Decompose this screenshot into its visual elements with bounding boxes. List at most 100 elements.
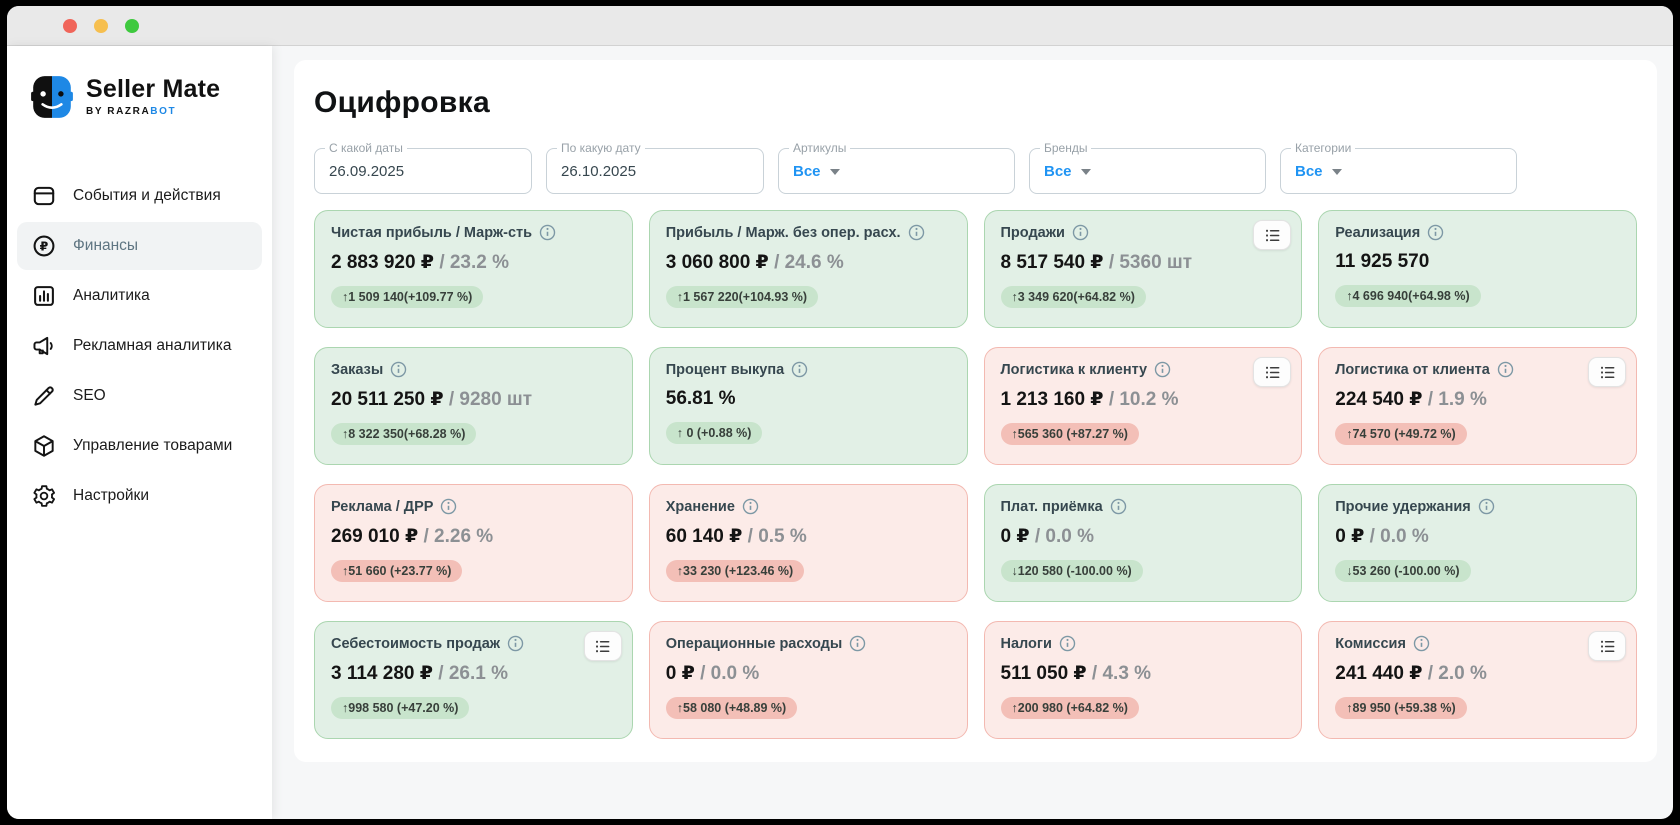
sidebar-item-ad-analytics[interactable]: Рекламная аналитика <box>17 322 262 370</box>
info-icon[interactable] <box>507 635 524 652</box>
metric-secondary-value: / 1.9 % <box>1427 389 1487 410</box>
metric-title: Процент выкупа <box>665 361 785 378</box>
filter-categories[interactable]: Категории Все <box>1280 141 1517 194</box>
metric-card-realization: Реализация 11 925 570 ↑4 696 940(+64.98 … <box>1318 210 1637 328</box>
metric-primary-value: 3 114 280 ₽ <box>331 663 433 684</box>
info-icon[interactable] <box>539 224 556 241</box>
info-icon[interactable] <box>1413 635 1430 652</box>
metric-secondary-value: / 2.26 % <box>423 526 494 547</box>
filters-row: С какой даты 26.09.2025 По какую дату 26… <box>314 141 1637 194</box>
metric-card-profit-no-opex: Прибыль / Марж. без опер. расх. 3 060 80… <box>648 210 968 328</box>
change-badge: ↑8 322 350(+68.28 %) <box>331 423 477 445</box>
sidebar-item-label: Настройки <box>73 487 150 504</box>
metric-secondary-value: / 10.2 % <box>1108 389 1179 410</box>
details-list-button[interactable] <box>1253 220 1292 250</box>
metric-primary-value: 0 ₽ <box>1000 526 1030 547</box>
filter-label: Артикулы <box>789 141 851 155</box>
info-icon[interactable] <box>440 498 457 515</box>
info-icon[interactable] <box>849 635 866 652</box>
change-badge: ↑58 080 (+48.89 %) <box>665 697 798 719</box>
filter-brands[interactable]: Бренды Все <box>1029 141 1266 194</box>
info-icon[interactable] <box>390 361 407 378</box>
sidebar-item-label: SEO <box>73 387 106 404</box>
sidebar-item-label: События и действия <box>73 187 221 204</box>
info-icon[interactable] <box>791 361 808 378</box>
sidebar-item-label: Аналитика <box>73 287 150 304</box>
info-icon[interactable] <box>1154 361 1171 378</box>
metric-values: 20 511 250 ₽ / 9280 шт <box>331 388 616 411</box>
seller-mate-logo-icon <box>29 74 75 120</box>
metric-card-net-profit: Чистая прибыль / Марж-сть 2 883 920 ₽ / … <box>314 210 633 328</box>
metric-card-sales: Продажи 8 517 540 ₽ / 5360 шт ↑3 349 620… <box>983 210 1303 328</box>
sidebar-item-seo[interactable]: SEO <box>17 372 262 420</box>
metric-values: 2 883 920 ₽ / 23.2 % <box>331 251 616 274</box>
filter-label: Бренды <box>1040 141 1092 155</box>
metric-card-other-deductions: Прочие удержания 0 ₽ / 0.0 % ↓53 260 (-1… <box>1318 484 1637 602</box>
metric-card-cogs: Себестоимость продаж 3 114 280 ₽ / 26.1 … <box>314 621 633 739</box>
details-list-button[interactable] <box>1253 357 1292 387</box>
metric-title: Плат. приёмка <box>1000 498 1103 515</box>
logo-subtitle: BY RAZRABOT <box>86 106 220 117</box>
change-badge: ↑ 0 (+0.88 %) <box>665 422 763 444</box>
metric-primary-value: 241 440 ₽ <box>1335 663 1423 684</box>
sidebar-item-events[interactable]: События и действия <box>17 172 262 220</box>
filter-date-to[interactable]: По какую дату 26.10.2025 <box>546 141 764 194</box>
metric-card-paid-acceptance: Плат. приёмка 0 ₽ / 0.0 % ↓120 580 (-100… <box>983 484 1303 602</box>
metric-title: Реализация <box>1335 224 1421 241</box>
sidebar-item-settings[interactable]: Настройки <box>17 472 262 520</box>
metric-primary-value: 3 060 800 ₽ <box>665 252 769 273</box>
metric-title: Логистика от клиента <box>1335 361 1490 378</box>
change-badge: ↓120 580 (-100.00 %) <box>1000 560 1143 582</box>
metric-secondary-value: / 0.0 % <box>700 663 760 684</box>
info-icon[interactable] <box>1059 635 1076 652</box>
logo-subtitle-by: BY RAZRA <box>86 106 151 117</box>
sidebar-item-analytics[interactable]: Аналитика <box>17 272 262 320</box>
pen-icon <box>31 383 57 409</box>
filter-value: Все <box>793 162 821 180</box>
info-icon[interactable] <box>1497 361 1514 378</box>
logo: Seller Mate BY RAZRABOT <box>7 62 272 154</box>
metrics-grid: Чистая прибыль / Марж-сть 2 883 920 ₽ / … <box>314 210 1637 739</box>
sidebar-item-finances[interactable]: Финансы <box>17 222 262 270</box>
metric-secondary-value: / 0.0 % <box>1034 526 1095 547</box>
minimize-window-button[interactable] <box>94 18 108 33</box>
details-list-button[interactable] <box>1588 357 1626 387</box>
info-icon[interactable] <box>1427 224 1444 241</box>
change-badge: ↓53 260 (-100.00 %) <box>1335 560 1471 582</box>
metric-title: Продажи <box>1000 224 1065 241</box>
metric-card-storage: Хранение 60 140 ₽ / 0.5 % ↑33 230 (+123.… <box>648 484 968 602</box>
metric-values: 60 140 ₽ / 0.5 % <box>666 525 951 548</box>
metric-secondary-value: / 23.2 % <box>439 252 510 273</box>
metric-card-logistics-to-client: Логистика к клиенту 1 213 160 ₽ / 10.2 %… <box>983 347 1303 465</box>
metric-title: Чистая прибыль / Марж-сть <box>331 224 533 241</box>
metric-secondary-value: / 4.3 % <box>1091 663 1152 684</box>
info-icon[interactable] <box>742 498 759 515</box>
metric-card-taxes: Налоги 511 050 ₽ / 4.3 % ↑200 980 (+64.8… <box>983 621 1303 739</box>
change-badge: ↑3 349 620(+64.82 %) <box>1000 286 1146 308</box>
filter-articles[interactable]: Артикулы Все <box>778 141 1015 194</box>
change-badge: ↑998 580 (+47.20 %) <box>331 697 470 719</box>
info-icon[interactable] <box>1110 498 1127 515</box>
change-badge: ↑1 567 220(+104.93 %) <box>665 286 819 308</box>
details-list-button[interactable] <box>1588 631 1626 661</box>
megaphone-icon <box>31 333 57 359</box>
change-badge: ↑33 230 (+123.46 %) <box>665 560 805 582</box>
chevron-down-icon <box>829 169 840 175</box>
sidebar-item-products[interactable]: Управление товарами <box>17 422 262 470</box>
zoom-window-button[interactable] <box>125 18 139 33</box>
metric-title: Хранение <box>665 498 735 515</box>
sidebar-item-label: Финансы <box>73 237 139 254</box>
info-icon[interactable] <box>1478 498 1495 515</box>
metric-primary-value: 1 213 160 ₽ <box>1000 389 1104 410</box>
metric-primary-value: 11 925 570 <box>1335 251 1430 272</box>
info-icon[interactable] <box>908 224 925 241</box>
change-badge: ↑200 980 (+64.82 %) <box>1000 697 1139 719</box>
metric-secondary-value: / 2.0 % <box>1427 663 1487 684</box>
metric-secondary-value: / 0.5 % <box>747 526 807 547</box>
sidebar-item-label: Рекламная аналитика <box>73 337 232 354</box>
filter-date-from[interactable]: С какой даты 26.09.2025 <box>314 141 532 194</box>
info-icon[interactable] <box>1072 224 1089 241</box>
close-window-button[interactable] <box>63 18 77 33</box>
bar-chart-icon <box>31 283 57 309</box>
details-list-button[interactable] <box>583 631 622 661</box>
